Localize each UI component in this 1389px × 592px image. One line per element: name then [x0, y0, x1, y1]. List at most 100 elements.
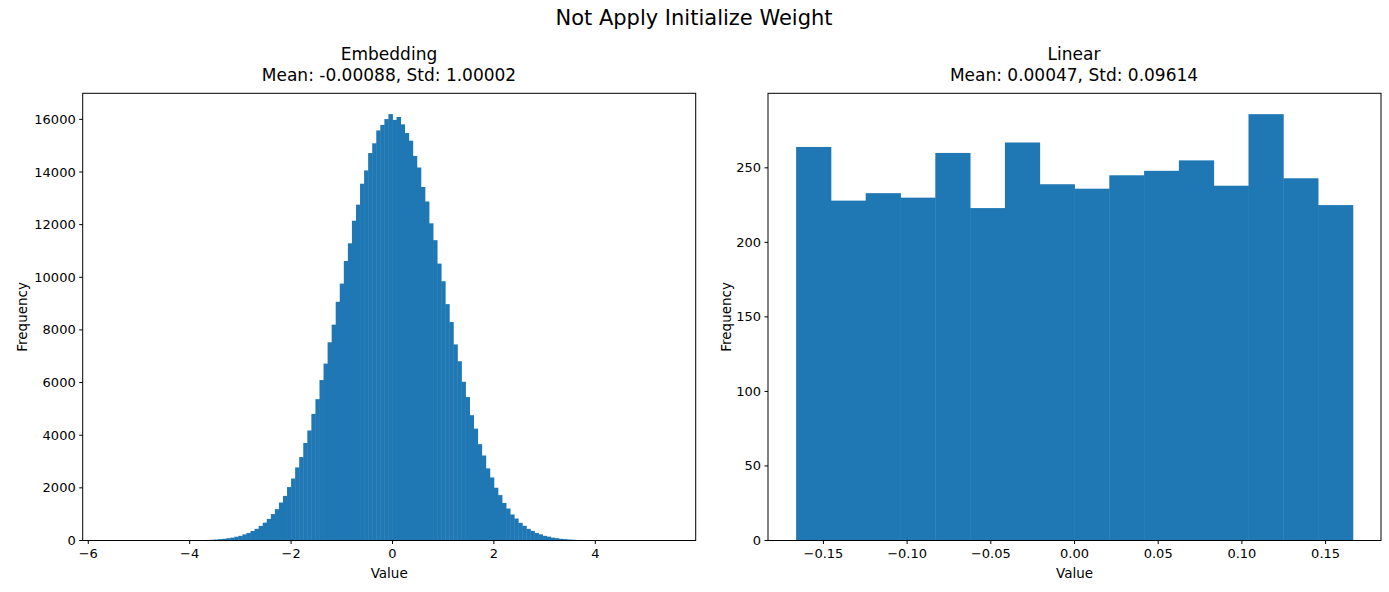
embedding-histogram-bar	[470, 415, 474, 540]
embedding-histogram-bar	[251, 531, 255, 541]
embedding-histogram-bar	[518, 523, 522, 541]
embedding-y-axis-label: Frequency	[14, 282, 30, 352]
embedding-histogram-bar	[384, 119, 388, 540]
embedding-histogram-bar	[429, 223, 433, 540]
embedding-histogram-bar	[287, 487, 291, 540]
linear-histogram-bar	[970, 208, 1005, 540]
linear-x-tick-label: −0.15	[803, 546, 843, 561]
embedding-histogram-bar	[393, 120, 397, 541]
embedding-histogram-bar	[364, 170, 368, 540]
embedding-histogram-bar	[267, 519, 271, 541]
embedding-histogram-bar	[502, 503, 506, 541]
linear-x-tick-label: 0.05	[1144, 546, 1173, 561]
embedding-histogram-bar	[259, 526, 263, 541]
embedding-histogram-bar	[510, 514, 514, 540]
embedding-histogram-bar	[433, 240, 437, 540]
embedding-histogram-bar	[425, 201, 429, 540]
embedding-histogram-bar	[336, 302, 340, 541]
embedding-histogram-bar	[263, 523, 267, 541]
embedding-histogram-bar	[421, 187, 425, 541]
linear-histogram-bar	[1040, 184, 1075, 540]
plots-canvas: −6−4−20240200040006000800010000120001400…	[0, 0, 1389, 592]
embedding-histogram-bar	[344, 261, 348, 541]
embedding-y-tick-label: 4000	[43, 428, 76, 443]
embedding-histogram-bar	[328, 342, 332, 540]
embedding-histogram-bar	[530, 531, 534, 541]
linear-x-tick-label: 0.00	[1060, 546, 1089, 561]
embedding-histogram-bar	[376, 130, 380, 540]
embedding-histogram-bar	[311, 414, 315, 541]
embedding-histogram-bar	[295, 467, 299, 540]
embedding-histogram-bar	[372, 143, 376, 540]
embedding-x-axis-label: Value	[371, 565, 408, 581]
embedding-histogram-bar	[441, 281, 445, 540]
embedding-histogram-bar	[356, 205, 360, 541]
linear-histogram-bar	[866, 193, 901, 540]
embedding-histogram-bar	[482, 455, 486, 540]
linear-y-tick-label: 200	[736, 235, 761, 250]
embedding-histogram-bar	[478, 444, 482, 540]
linear-histogram-bar	[1179, 160, 1214, 540]
figure: Not Apply Initialize Weight Embedding Me…	[0, 0, 1389, 592]
embedding-histogram-bar	[275, 509, 279, 540]
embedding-histogram-bar	[498, 495, 502, 540]
linear-histogram-bar	[1144, 171, 1179, 541]
linear-histogram-bar	[831, 201, 866, 541]
embedding-histogram-bar	[449, 322, 453, 540]
linear-histogram-bar	[1005, 142, 1040, 540]
embedding-y-tick-label: 16000	[34, 112, 75, 127]
embedding-histogram-bar	[319, 380, 323, 540]
linear-x-axis-label: Value	[1056, 565, 1093, 581]
embedding-histogram-bar	[315, 399, 319, 540]
embedding-histogram-bar	[506, 509, 510, 541]
linear-histogram-bar	[1075, 189, 1110, 541]
linear-x-tick-label: −0.05	[971, 546, 1011, 561]
embedding-x-tick-label: 2	[490, 546, 498, 561]
linear-histogram-bar	[935, 153, 970, 541]
embedding-histogram-bar	[409, 141, 413, 541]
embedding-histogram-bar	[539, 534, 543, 540]
embedding-histogram-bar	[543, 536, 547, 541]
embedding-histogram-bar	[547, 537, 551, 541]
linear-histogram-bar	[1214, 186, 1249, 541]
embedding-histogram-bar	[291, 479, 295, 541]
linear-histogram-bar	[1318, 205, 1353, 540]
embedding-y-tick-label: 2000	[43, 480, 76, 495]
embedding-histogram-bar	[234, 537, 238, 541]
embedding-histogram-bar	[445, 304, 449, 540]
linear-histogram-bar	[1249, 114, 1284, 540]
embedding-histogram-bar	[494, 488, 498, 541]
embedding-histogram-bar	[380, 125, 384, 541]
embedding-x-tick-label: −4	[180, 546, 199, 561]
linear-histogram-bar	[1283, 178, 1318, 540]
linear-histogram-bar	[796, 147, 831, 541]
embedding-histogram-bar	[352, 221, 356, 541]
embedding-histogram-bar	[466, 397, 470, 540]
embedding-histogram-bar	[360, 184, 364, 541]
embedding-histogram-bar	[417, 168, 421, 541]
embedding-histogram-bar	[457, 361, 461, 540]
embedding-histogram-bar	[405, 133, 409, 540]
embedding-histogram-bar	[397, 117, 401, 541]
embedding-histogram-bar	[340, 284, 344, 541]
embedding-histogram-bar	[453, 344, 457, 540]
embedding-histogram-bar	[279, 503, 283, 541]
embedding-histogram-bar	[534, 533, 538, 540]
embedding-histogram-bar	[522, 526, 526, 541]
embedding-y-tick-label: 12000	[34, 217, 75, 232]
embedding-y-tick-label: 10000	[34, 270, 75, 285]
embedding-histogram-bar	[401, 124, 405, 540]
embedding-y-tick-label: 6000	[43, 375, 76, 390]
embedding-histogram-bar	[242, 534, 246, 540]
embedding-y-tick-label: 0	[67, 533, 75, 548]
embedding-histogram-bar	[368, 153, 372, 540]
embedding-histogram-bar	[461, 382, 465, 541]
linear-y-tick-label: 0	[753, 533, 761, 548]
embedding-x-tick-label: −2	[282, 546, 301, 561]
linear-y-tick-label: 50	[744, 458, 761, 473]
embedding-histogram-bar	[486, 468, 490, 540]
linear-y-tick-label: 100	[736, 384, 761, 399]
linear-histogram-bar	[901, 198, 936, 541]
embedding-histogram-bar	[437, 264, 441, 541]
linear-x-tick-label: 0.10	[1227, 546, 1256, 561]
